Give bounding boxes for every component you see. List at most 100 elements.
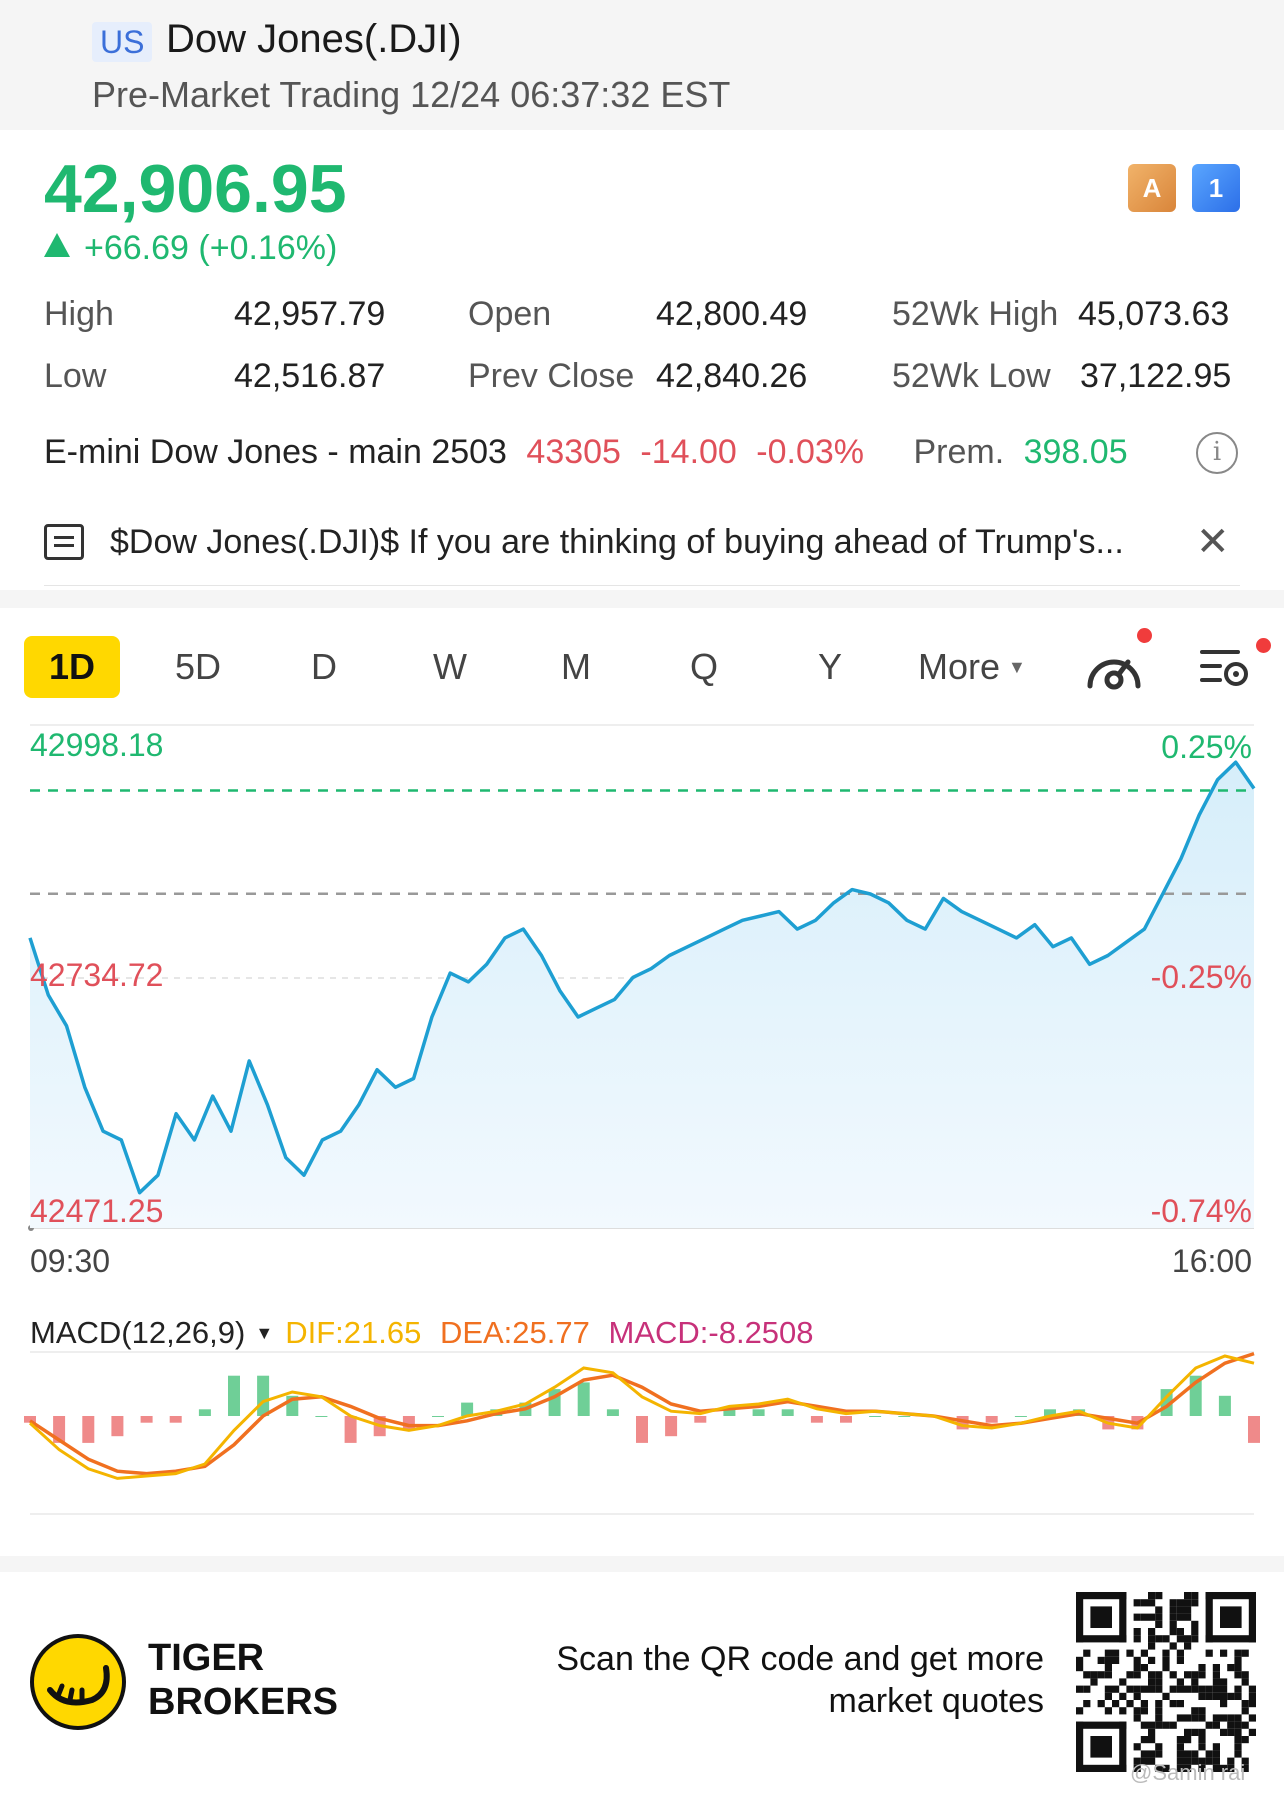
qr-module — [1083, 1649, 1091, 1657]
qr-module — [1191, 1635, 1199, 1643]
qr-module — [1184, 1714, 1192, 1722]
brand-name: TIGER BROKERS — [148, 1636, 338, 1724]
flash-icon[interactable]: 1 — [1192, 164, 1240, 212]
qr-module — [1176, 1606, 1184, 1614]
macd-bar — [228, 1375, 240, 1416]
qr-module — [1140, 1757, 1148, 1765]
qr-module — [1169, 1671, 1177, 1679]
macd-label: MACD(12,26,9) — [30, 1315, 246, 1350]
qr-module — [1162, 1692, 1170, 1700]
macd-bar — [898, 1416, 911, 1417]
qr-module — [1212, 1678, 1220, 1686]
macd-bar — [169, 1416, 182, 1423]
qr-module — [1155, 1620, 1163, 1628]
qr-module — [1169, 1628, 1177, 1636]
qr-module — [1148, 1721, 1156, 1729]
qr-module — [1234, 1685, 1242, 1693]
qr-module — [1176, 1613, 1184, 1621]
qr-module — [1241, 1671, 1249, 1679]
scan-prompt: Scan the QR code and get more market quo… — [556, 1638, 1044, 1722]
qr-module — [1184, 1592, 1192, 1600]
macd-bar — [869, 1416, 882, 1417]
qr-module — [1241, 1678, 1249, 1686]
qr-module — [1162, 1656, 1170, 1664]
section-separator — [0, 590, 1284, 608]
qr-module — [1162, 1649, 1170, 1657]
qr-module — [1097, 1671, 1105, 1679]
qr-module — [1155, 1613, 1163, 1621]
info-icon[interactable]: i — [1196, 432, 1238, 474]
qr-module — [1198, 1664, 1206, 1672]
tab-m[interactable]: M — [561, 646, 591, 687]
price-change: +66.69 (+0.16%) — [44, 228, 337, 268]
qr-module — [1112, 1685, 1120, 1693]
ai-layers-icon[interactable]: A — [1128, 164, 1176, 212]
qr-module — [1198, 1757, 1206, 1765]
qr-module — [1198, 1707, 1206, 1715]
qr-module — [1227, 1721, 1235, 1729]
qr-module — [1119, 1592, 1127, 1643]
qr-module — [1076, 1656, 1084, 1664]
qr-module — [1198, 1714, 1206, 1722]
qr-module — [1155, 1671, 1163, 1679]
qr-module — [1162, 1764, 1170, 1772]
tab-more[interactable]: More ▼ — [918, 636, 1052, 698]
qr-module — [1205, 1685, 1213, 1693]
qr-module — [1083, 1685, 1091, 1693]
pct-min-label: -0.74% — [1151, 1193, 1252, 1229]
premium-value: 398.05 — [1023, 433, 1128, 471]
qr-module — [1248, 1728, 1256, 1736]
up-arrow-icon — [44, 233, 70, 257]
news-headline[interactable]: $Dow Jones(.DJI)$ If you are thinking of… — [110, 523, 1124, 561]
close-icon[interactable]: ✕ — [1196, 520, 1230, 564]
tab-d[interactable]: D — [311, 646, 337, 687]
qr-code[interactable] — [1076, 1592, 1256, 1772]
macd-bar — [1248, 1416, 1260, 1443]
qr-module — [1169, 1613, 1177, 1621]
qr-module — [1234, 1728, 1242, 1736]
qr-module — [1184, 1606, 1192, 1614]
qr-module — [1184, 1671, 1192, 1679]
macd-bar — [432, 1416, 444, 1417]
qr-module — [1212, 1664, 1220, 1672]
futures-row[interactable]: E-mini Dow Jones - main 2503 43305 -14.0… — [44, 432, 1128, 472]
qr-module — [1212, 1743, 1220, 1751]
tab-q[interactable]: Q — [689, 646, 718, 687]
qr-module — [1234, 1743, 1242, 1751]
qr-module — [1198, 1671, 1206, 1679]
macd-value: MACD:-8.2508 — [608, 1315, 814, 1350]
qr-module — [1248, 1692, 1256, 1700]
qr-module — [1234, 1721, 1242, 1729]
qr-module — [1212, 1692, 1220, 1700]
tab-1d[interactable]: 1D — [24, 636, 120, 698]
tab-5d[interactable]: 5D — [174, 646, 222, 687]
qr-module — [1104, 1649, 1112, 1657]
qr-module — [1104, 1664, 1112, 1672]
qr-module — [1176, 1757, 1184, 1765]
y-min-label: 42471.25 — [30, 1193, 163, 1229]
qr-module — [1155, 1750, 1163, 1758]
notification-dot — [1137, 628, 1152, 643]
qr-module — [1155, 1606, 1163, 1614]
intraday-chart[interactable]: 42998.18 42734.72 42471.25 0.25% -0.25% … — [0, 720, 1284, 1550]
trading-status: Pre-Market Trading 12/24 06:37:32 EST — [92, 74, 731, 115]
qr-module — [1205, 1757, 1213, 1765]
qr-module — [1140, 1700, 1148, 1708]
chart-settings-icon[interactable] — [1198, 646, 1254, 697]
tab-w[interactable]: W — [433, 646, 467, 687]
qr-module — [1198, 1743, 1206, 1751]
qr-module — [1191, 1750, 1199, 1758]
qr-module — [1155, 1764, 1163, 1772]
macd-legend[interactable]: MACD(12,26,9) ▼ DIF:21.65 DEA:25.77 MACD:-… — [30, 1314, 814, 1352]
y-max-label: 42998.18 — [30, 727, 163, 763]
qr-module — [1248, 1592, 1256, 1643]
qr-module — [1090, 1606, 1112, 1628]
dif-value: DIF:21.65 — [285, 1315, 422, 1350]
stat-52wk-low-label: 52Wk Low — [892, 357, 1051, 395]
macd-bar — [198, 1409, 211, 1416]
tab-y[interactable]: Y — [817, 646, 842, 687]
qr-module — [1220, 1728, 1228, 1736]
gauge-icon[interactable] — [1084, 644, 1144, 699]
comment-icon — [44, 524, 84, 560]
qr-module — [1220, 1692, 1228, 1700]
